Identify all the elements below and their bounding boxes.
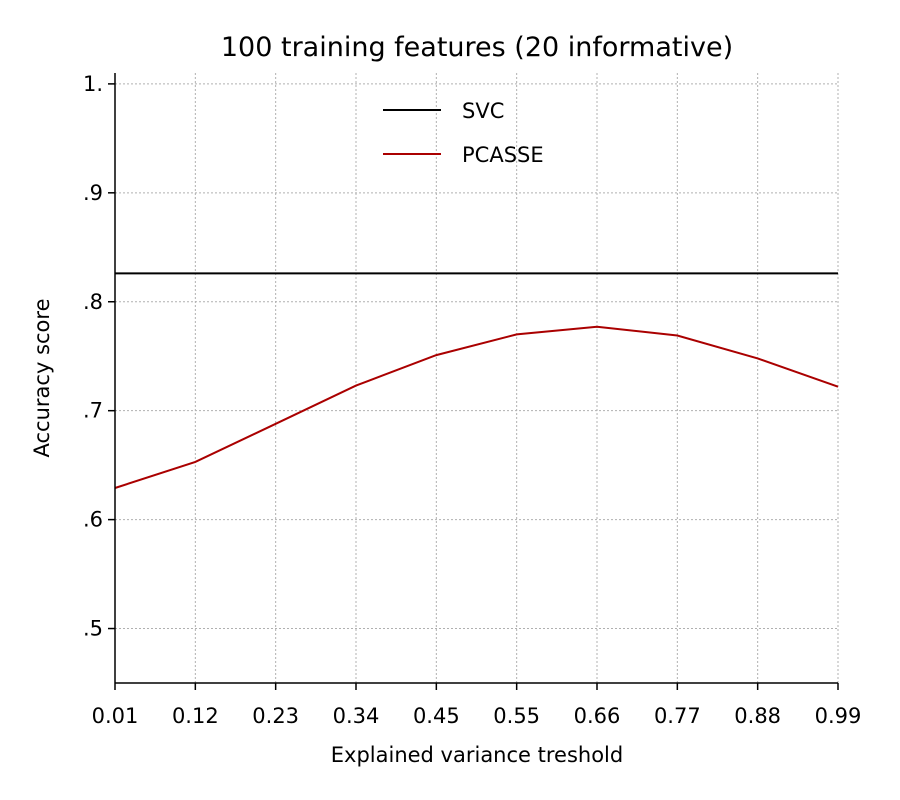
grid	[114, 73, 839, 683]
axes	[114, 73, 838, 684]
y-tick-label: .5	[83, 617, 103, 641]
x-axis-title: Explained variance treshold	[331, 743, 623, 767]
series-layer	[114, 272, 839, 489]
x-tick-label: 0.23	[252, 704, 299, 728]
x-tick-label: 0.88	[734, 704, 781, 728]
x-tick-label: 0.66	[574, 704, 621, 728]
legend: SVC PCASSE	[383, 99, 544, 167]
ticks: 0.01 0.12 0.23 0.34 0.45 0.55 0.66 0.77 0.88 0.99…	[83, 72, 861, 728]
x-tick-label: 0.45	[413, 704, 460, 728]
y-tick-label: 1.	[83, 72, 103, 96]
x-tick-label: 0.77	[654, 704, 701, 728]
chart-title: 100 training features (20 informative)	[221, 32, 733, 63]
x-tick-label: 0.55	[493, 704, 540, 728]
y-tick-label: .9	[83, 181, 103, 205]
legend-label-svc: SVC	[462, 99, 504, 123]
y-tick-label: .8	[83, 290, 103, 314]
x-tick-label: 0.12	[172, 704, 219, 728]
series-line-pcasse	[114, 325, 839, 489]
x-tick-label: 0.01	[92, 704, 139, 728]
legend-label-pcasse: PCASSE	[462, 143, 544, 167]
y-axis-title: Accuracy score	[30, 299, 54, 458]
y-tick-label: .6	[83, 508, 103, 532]
y-tick-label: .7	[83, 399, 103, 423]
x-tick-label: 0.34	[333, 704, 380, 728]
x-tick-label: 0.99	[815, 704, 862, 728]
